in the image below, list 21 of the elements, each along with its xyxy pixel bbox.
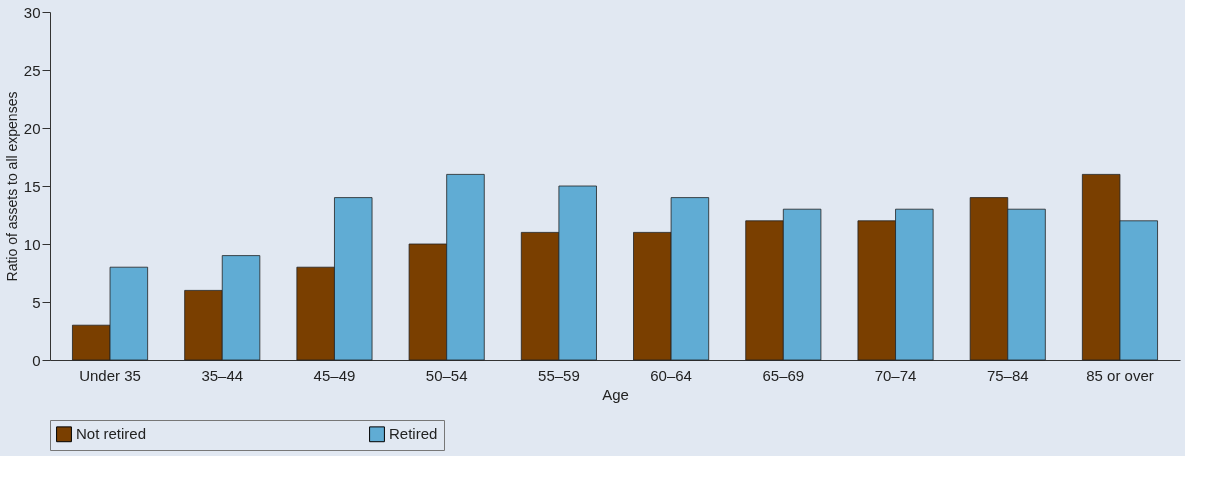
y-tick-label: 0 bbox=[32, 351, 41, 369]
y-tick-label: 15 bbox=[23, 177, 41, 195]
x-tick-label: 60–64 bbox=[650, 366, 692, 384]
x-tick-label: 70–74 bbox=[874, 366, 917, 384]
legend-label: Not retired bbox=[76, 425, 147, 443]
x-tick-label: 35–44 bbox=[201, 366, 244, 384]
x-tick-label: 50–54 bbox=[425, 366, 468, 384]
x-tick-label: 65–69 bbox=[762, 366, 805, 384]
x-tick-label: 85 or over bbox=[1086, 366, 1154, 384]
y-tick-label: 10 bbox=[23, 235, 41, 253]
x-tick-label: 75–84 bbox=[986, 366, 1029, 384]
x-tick-label: Under 35 bbox=[79, 366, 141, 384]
y-tick-label: 25 bbox=[23, 61, 41, 79]
y-axis-title: Ratio of assets to all expenses bbox=[3, 91, 20, 282]
x-axis-title: Age bbox=[602, 385, 629, 403]
y-tick-label: 20 bbox=[23, 119, 41, 137]
legend-label: Retired bbox=[389, 425, 438, 443]
y-tick-label: 30 bbox=[23, 3, 41, 21]
x-tick-label: 45–49 bbox=[313, 366, 356, 384]
y-tick-label: 5 bbox=[32, 293, 41, 311]
x-tick-label: 55–59 bbox=[538, 366, 580, 384]
